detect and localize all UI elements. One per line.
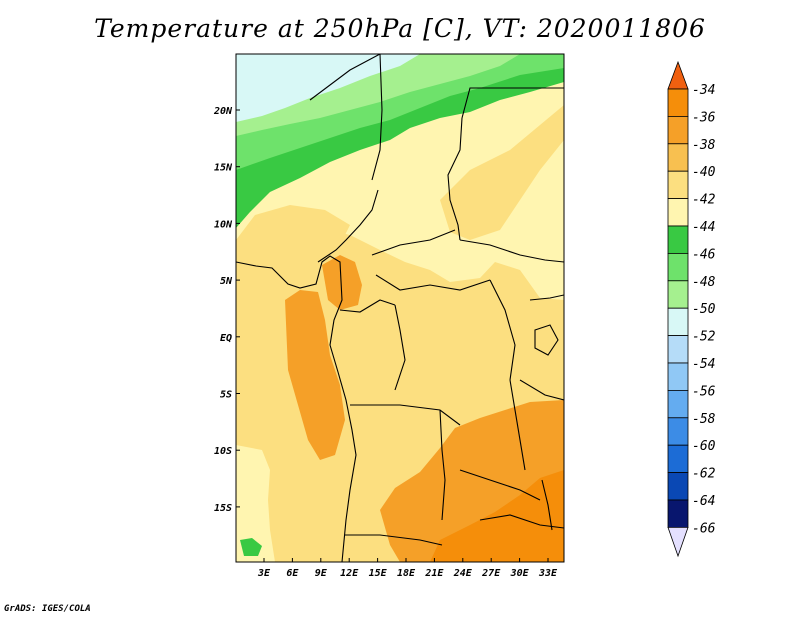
field-minus-38-west [285,290,345,460]
lon-tick-label: 18E [397,568,416,579]
border-libya-chad [309,54,381,101]
border-egypt-sudan [461,87,564,119]
grads-credit: GrADS: IGES/COLA [4,604,91,614]
lat-tick-label: 10S [214,446,232,457]
field-minus-50 [236,54,420,122]
lat-tick-label: 5N [220,276,233,287]
colorbar-swatch [667,389,689,419]
lat-tick-label: 20N [213,106,233,117]
colorbar-swatch [667,335,689,364]
border-niger-chad [371,54,383,181]
colorbar-swatch [667,527,689,558]
border-chad-car [371,229,456,256]
lon-tick-label: 24E [453,568,473,579]
colorbar-label: -58 [692,412,716,427]
colorbar-label: -34 [692,83,715,98]
lat-tick-label: 15N [214,163,233,174]
lon-tick-label: 9E [315,568,328,579]
field-minus-40-band [440,105,564,240]
border-drc-angola [350,404,461,426]
colorbar-label: -64 [692,494,715,509]
colorbar: -34 -36 -38 -40 -42 -44 -46 -48 -50 -52 -54 -56 -58 -… [667,60,716,558]
coastline [236,255,357,562]
colorbar-label: -46 [692,247,716,262]
lon-tick-label: 3E [257,568,271,579]
border-uganda-kenya [529,294,564,301]
lat-tick-label: 15S [214,503,232,514]
colorbar-label: -38 [692,138,716,153]
border-congo-drc [394,304,406,391]
colorbar-label: -40 [692,165,716,180]
colorbar-label: -42 [692,193,716,208]
colorbar-swatch [667,116,689,145]
temperature-field [236,54,564,562]
colorbar-swatch [667,444,689,474]
colorbar-swatch [667,472,689,501]
lat-tick-label: 5S [220,390,232,401]
field-minus-42-southwest [236,445,275,562]
latitude-axis: 20N 15N 10N 5N EQ 5S 10S 15S [213,106,240,514]
lon-tick-label: 30E [510,568,530,579]
colorbar-swatch [667,417,689,446]
field-minus-44-spot [240,538,262,556]
lon-tick-label: 21E [424,568,444,579]
lon-tick-label: 12E [340,568,359,579]
colorbar-swatch [667,225,689,254]
colorbar-swatch [667,280,689,309]
colorbar-label: -62 [692,467,716,482]
colorbar-label: -54 [692,357,715,372]
border-tanzania [519,379,564,401]
longitude-axis: 3E 6E 9E 12E 15E 18E 21E 24E 27E 30E 33E [257,558,558,579]
border-nigeria-cameroon [317,189,379,263]
lon-tick-label: 27E [481,568,501,579]
border-angola-zambia [439,409,446,521]
colorbar-label: -52 [692,330,716,345]
lat-tick-label: 10N [214,219,233,230]
border-zimbabwe [479,514,564,529]
country-borders [236,54,564,562]
lat-tick-label: EQ [220,333,232,344]
lon-tick-label: 15E [369,568,388,579]
border-drc-east [489,279,516,381]
border-car-drc [375,274,491,291]
chart-title: Temperature at 250hPa [C], VT: 202001180… [94,14,706,43]
colorbar-label: -44 [692,220,715,235]
colorbar-label: -48 [692,275,716,290]
colorbar-label: -36 [692,110,716,125]
colorbar-label: -56 [692,384,716,399]
field-minus-38-cameroon [322,255,362,310]
colorbar-swatch [667,307,689,337]
lake-tanganyika [509,379,526,471]
lon-tick-label: 33E [538,568,558,579]
border-angola-namibia [345,534,443,546]
colorbar-swatch [667,170,689,199]
colorbar-swatch [667,499,689,528]
lake-malawi [541,479,553,531]
border-chad-sudan [447,117,463,241]
border-cameroon-congo [339,299,396,313]
lake-victoria [534,324,559,356]
colorbar-swatch [667,362,689,391]
lon-tick-label: 6E [286,568,299,579]
colorbar-label: -60 [692,439,716,454]
colorbar-swatch [667,252,689,282]
border-zambia-east [459,469,541,501]
colorbar-label: -50 [692,302,716,317]
colorbar-swatch [667,143,689,172]
field-minus-36 [430,470,564,562]
map-frame [235,53,565,563]
border-sudan-south-sudan [459,239,564,263]
colorbar-label: -66 [692,521,716,536]
field-minus-40-west [236,205,350,270]
colorbar-swatch [667,198,689,227]
colorbar-swatch [667,88,689,117]
colorbar-swatch [667,60,689,90]
